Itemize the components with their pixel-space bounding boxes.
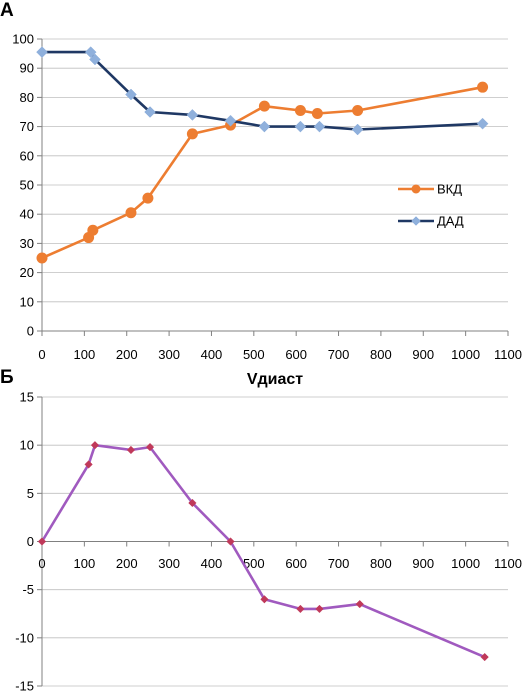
x-tick-label: 600 [285,347,307,362]
legend: ВКД ДАД [398,182,464,229]
series-line [41,85,483,260]
series-line [40,443,486,659]
chart-title: Vдиаст [247,371,303,388]
x-tick-label: 500 [243,556,265,571]
y-tick-label: 70 [20,119,34,134]
data-point [476,117,489,130]
y-tick-label: 10 [20,294,34,309]
y-tick-label: 15 [20,390,34,405]
data-point [188,498,197,508]
data-point [125,88,137,101]
x-tick-label: 300 [158,347,180,362]
y-tick-label: 0 [27,324,34,339]
legend-label: ДАД [437,214,464,229]
panel-label: Б [0,367,14,388]
y-tick-label: -10 [15,630,34,645]
y-tick-label: 30 [20,236,34,251]
data-point [296,604,305,614]
x-tick-label: 500 [243,347,265,362]
x-tick-label: 900 [412,556,434,571]
series-1 [37,441,489,662]
x-tick-label: 0 [38,556,45,571]
panel-label: А [0,0,14,21]
data-point [224,114,237,127]
x-tick-label: 200 [116,347,138,362]
x-tick-label: 400 [201,556,223,571]
data-point [480,652,489,662]
data-point [144,106,156,118]
data-point [260,595,269,604]
x-tick-label: 300 [158,556,180,571]
data-point [294,105,306,117]
series-2 [36,46,489,136]
x-tick-label: 800 [370,556,392,571]
x-tick-label: 100 [74,556,96,571]
data-point [186,128,198,140]
y-tick-label: 60 [20,148,34,163]
series-1 [36,81,489,264]
data-point [37,537,47,546]
y-tick-label: 80 [20,90,34,105]
legend-marker [411,216,421,226]
x-tick-label: 400 [201,347,223,362]
legend-label: ВКД [437,182,462,197]
y-tick-label: 20 [20,265,34,280]
data-point [125,207,137,219]
data-point [186,109,199,121]
x-tick-label: 1100 [494,347,522,362]
data-point [315,604,324,614]
y-tick-label: 90 [20,61,34,76]
y-tick-label: -5 [22,582,34,597]
series-line [42,50,483,131]
data-point [36,46,48,58]
y-tick-label: 5 [27,486,34,501]
data-point [313,120,326,133]
data-point [258,100,270,112]
data-point [226,537,235,546]
y-tick-label: 40 [20,207,34,222]
data-point [145,442,155,452]
legend-marker [411,184,421,194]
data-point [87,224,99,236]
x-tick-label: 1100 [494,556,522,571]
data-point [351,123,364,136]
y-tick-label: 10 [20,438,34,453]
x-tick-label: 700 [328,556,350,571]
data-point [258,120,271,133]
x-tick-label: 1000 [451,556,480,571]
data-point [352,105,364,117]
x-tick-label: 800 [370,347,392,362]
data-point [142,192,154,204]
data-point [477,81,489,93]
x-tick-label: 1000 [451,347,480,362]
data-point [294,120,307,133]
x-tick-label: 600 [285,556,307,571]
x-tick-label: 900 [412,347,434,362]
y-tick-label: 100 [12,32,34,47]
data-point [355,599,364,609]
data-point [311,107,323,119]
data-point [36,252,48,264]
y-tick-label: -15 [15,679,34,694]
x-tick-label: 100 [74,347,96,362]
x-tick-label: 200 [116,556,138,571]
x-tick-label: 700 [328,347,350,362]
data-point [84,46,97,58]
data-point [126,445,136,455]
data-point [89,53,101,66]
data-point [90,441,100,450]
y-tick-label: 50 [20,178,34,193]
x-tick-label: 0 [38,347,45,362]
chart-panel-2: Б Vдиаст -15 -10 -5 0 5 10 15 0 100 200 300 400 500 600… [0,367,522,694]
data-point [84,460,93,469]
y-tick-label: 0 [27,534,34,549]
